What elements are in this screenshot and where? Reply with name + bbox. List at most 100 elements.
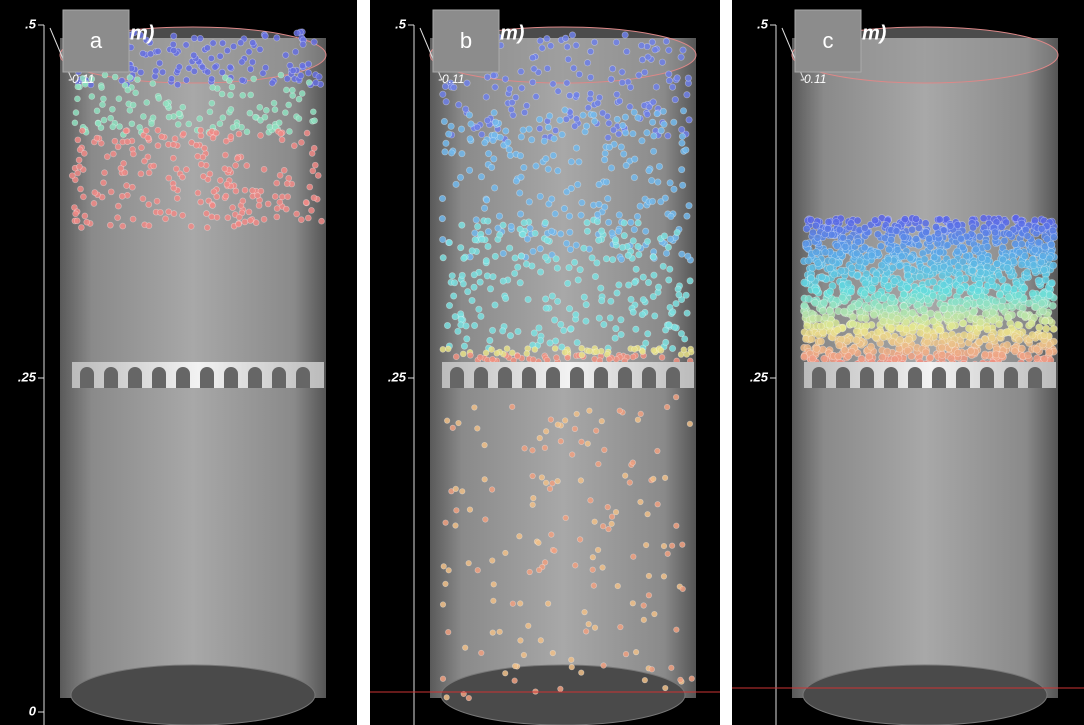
- particle: [643, 542, 649, 548]
- particle: [454, 508, 460, 514]
- particle: [289, 87, 295, 93]
- particle: [606, 356, 612, 362]
- particle: [195, 153, 201, 159]
- particle: [518, 253, 524, 259]
- particle: [104, 154, 110, 160]
- particle: [881, 276, 888, 283]
- particle: [587, 48, 593, 54]
- particle: [207, 109, 213, 115]
- particle: [836, 250, 843, 257]
- tick-label: .25: [18, 369, 37, 384]
- particle: [517, 190, 523, 196]
- particle: [679, 251, 685, 257]
- particle: [651, 476, 657, 482]
- particle: [440, 676, 446, 682]
- particle: [805, 257, 812, 264]
- particle: [102, 72, 108, 78]
- particle: [504, 346, 510, 352]
- particle: [471, 284, 477, 290]
- particle: [446, 568, 452, 574]
- particle: [900, 234, 907, 241]
- particle: [871, 217, 878, 224]
- particle: [483, 258, 489, 264]
- particle: [923, 326, 930, 333]
- particle: [565, 56, 571, 62]
- particle: [663, 339, 669, 345]
- particle: [630, 460, 636, 466]
- particle: [508, 223, 514, 229]
- particle: [638, 42, 644, 48]
- particle: [618, 256, 624, 262]
- particle: [272, 107, 278, 113]
- particle: [667, 180, 673, 186]
- plate-hole: [570, 367, 584, 388]
- particle: [976, 298, 983, 305]
- plate-hole: [836, 367, 850, 388]
- particle: [658, 199, 664, 205]
- particle: [471, 272, 477, 278]
- tick-label: 0: [29, 703, 37, 718]
- particle: [441, 118, 447, 124]
- plate-hole: [594, 367, 608, 388]
- particle: [173, 166, 179, 172]
- particle: [599, 418, 605, 424]
- particle: [222, 166, 228, 172]
- particle: [655, 179, 661, 185]
- particle: [445, 346, 451, 352]
- particle: [671, 186, 677, 192]
- particle: [548, 417, 554, 423]
- particle: [1033, 355, 1040, 362]
- particle: [566, 92, 572, 98]
- particle: [620, 151, 626, 157]
- particle: [904, 265, 911, 272]
- particle: [558, 686, 564, 692]
- particle: [896, 262, 903, 269]
- particle: [91, 200, 97, 206]
- particle: [583, 301, 589, 307]
- particle: [645, 279, 651, 285]
- particle: [561, 205, 567, 211]
- particle: [579, 199, 585, 205]
- particle: [138, 69, 144, 75]
- particle: [154, 198, 160, 204]
- particle: [669, 665, 675, 671]
- particle: [230, 124, 236, 130]
- particle: [555, 478, 561, 484]
- particle: [805, 295, 812, 302]
- particle: [573, 145, 579, 151]
- particle: [576, 159, 582, 165]
- particle: [305, 70, 311, 76]
- particle: [481, 205, 487, 211]
- particle: [485, 228, 491, 234]
- particle: [555, 422, 561, 428]
- particle: [108, 189, 114, 195]
- particle: [468, 121, 474, 127]
- particle: [312, 118, 318, 124]
- particle: [680, 542, 686, 548]
- particle: [668, 213, 674, 219]
- particle: [558, 438, 564, 444]
- particle: [571, 259, 577, 265]
- particle: [958, 313, 965, 320]
- particle: [537, 125, 543, 131]
- particle: [460, 351, 466, 357]
- particle: [512, 255, 518, 261]
- particle: [294, 211, 300, 217]
- tick-label: .5: [25, 16, 37, 31]
- particle: [596, 461, 602, 467]
- particle: [931, 264, 938, 271]
- particle: [531, 330, 537, 336]
- particle: [110, 151, 116, 157]
- particle: [491, 185, 497, 191]
- particle: [558, 231, 564, 237]
- particle: [253, 220, 259, 226]
- particle: [631, 174, 637, 180]
- particle: [633, 266, 639, 272]
- particle: [614, 116, 620, 122]
- particle: [630, 354, 636, 360]
- particle: [1018, 240, 1025, 247]
- particle: [176, 64, 182, 70]
- particle: [138, 145, 144, 151]
- particle: [603, 256, 609, 262]
- particle: [478, 650, 484, 656]
